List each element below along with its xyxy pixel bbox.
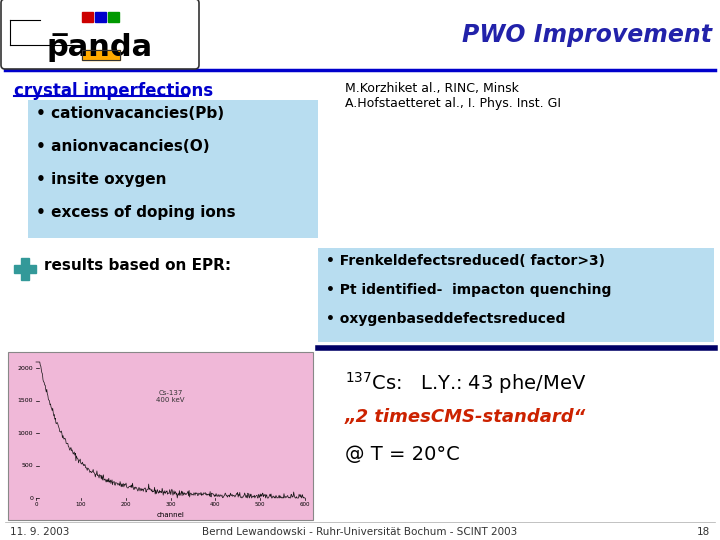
Text: 0: 0 bbox=[29, 496, 33, 501]
Text: A.Hofstaetteret al., I. Phys. Inst. GI: A.Hofstaetteret al., I. Phys. Inst. GI bbox=[345, 97, 561, 110]
Bar bbox=[95, 12, 106, 22]
Text: • Pt identified-  impacton quenching: • Pt identified- impacton quenching bbox=[326, 283, 611, 297]
Text: 2000: 2000 bbox=[17, 366, 33, 371]
Text: „2 timesCMS-standard“: „2 timesCMS-standard“ bbox=[345, 408, 586, 426]
Text: 18: 18 bbox=[697, 527, 710, 537]
Text: results based on EPR:: results based on EPR: bbox=[44, 258, 231, 273]
FancyBboxPatch shape bbox=[1, 0, 199, 69]
Text: • cationvacancies(Pb): • cationvacancies(Pb) bbox=[36, 106, 224, 121]
Text: 0: 0 bbox=[35, 502, 37, 507]
Text: Cs-137
400 keV: Cs-137 400 keV bbox=[156, 390, 185, 403]
Text: $^{137}$Cs:   L.Y.: 43 phe/MeV: $^{137}$Cs: L.Y.: 43 phe/MeV bbox=[345, 370, 586, 396]
Text: 300: 300 bbox=[166, 502, 176, 507]
Bar bbox=[8, 352, 313, 520]
Bar bbox=[82, 12, 93, 22]
Text: 11. 9. 2003: 11. 9. 2003 bbox=[10, 527, 69, 537]
Text: 500: 500 bbox=[255, 502, 266, 507]
Bar bbox=[108, 12, 119, 22]
Bar bbox=[14, 265, 36, 273]
Text: • insite oxygen: • insite oxygen bbox=[36, 172, 166, 187]
Text: channel: channel bbox=[156, 512, 184, 518]
Bar bbox=[21, 258, 29, 280]
Text: 1000: 1000 bbox=[17, 431, 33, 436]
Text: crystal imperfections: crystal imperfections bbox=[14, 82, 213, 100]
Text: Bernd Lewandowski - Ruhr-Universität Bochum - SCINT 2003: Bernd Lewandowski - Ruhr-Universität Boc… bbox=[202, 527, 518, 537]
Text: 200: 200 bbox=[120, 502, 131, 507]
Text: 1500: 1500 bbox=[17, 399, 33, 403]
Text: PWO Improvement: PWO Improvement bbox=[462, 23, 712, 47]
Text: 500: 500 bbox=[22, 463, 33, 468]
Text: 600: 600 bbox=[300, 502, 310, 507]
Bar bbox=[82, 50, 120, 60]
Bar bbox=[28, 100, 318, 238]
Text: p̅anda: p̅anda bbox=[47, 33, 153, 63]
Text: • oxygenbaseddefectsreduced: • oxygenbaseddefectsreduced bbox=[326, 312, 565, 326]
Text: 100: 100 bbox=[76, 502, 86, 507]
Text: • excess of doping ions: • excess of doping ions bbox=[36, 205, 235, 220]
Text: M.Korzhiket al., RINC, Minsk: M.Korzhiket al., RINC, Minsk bbox=[345, 82, 519, 95]
Text: @ T = 20°C: @ T = 20°C bbox=[345, 445, 460, 464]
Text: • anionvacancies(O): • anionvacancies(O) bbox=[36, 139, 210, 154]
Text: • Frenkeldefectsreduced( factor>3): • Frenkeldefectsreduced( factor>3) bbox=[326, 254, 605, 268]
Bar bbox=[82, 50, 120, 60]
Text: 400: 400 bbox=[210, 502, 220, 507]
Bar bbox=[318, 248, 714, 342]
